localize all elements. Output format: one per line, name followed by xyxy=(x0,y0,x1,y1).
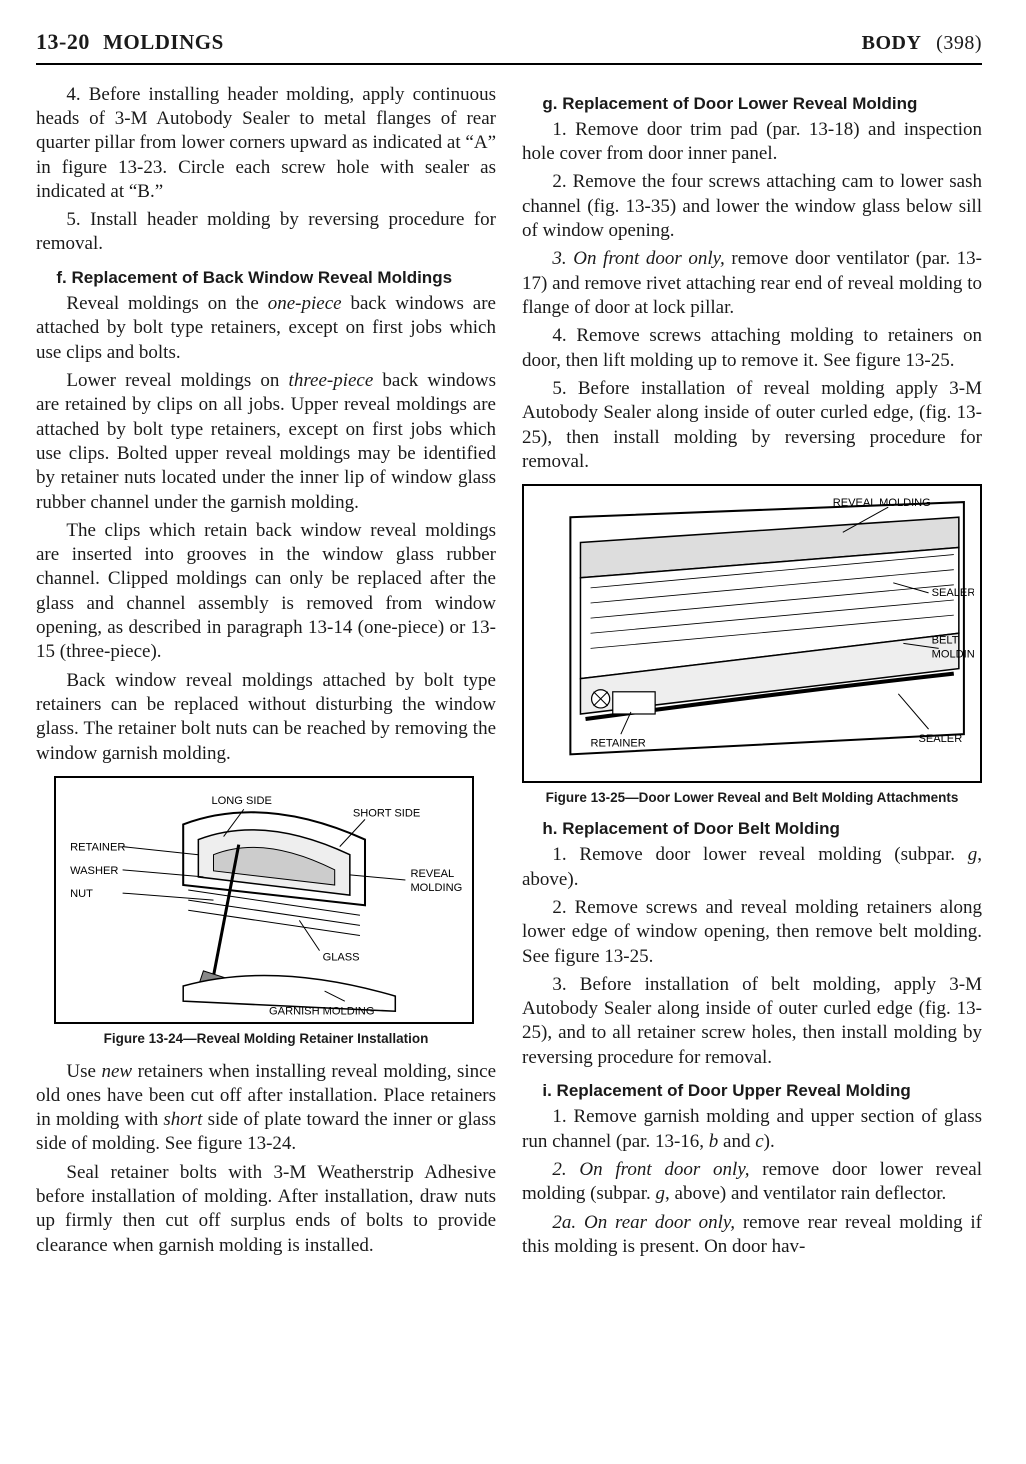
para-f-4: Back window reveal moldings attached by … xyxy=(36,669,496,766)
lbl25-belt1: BELT xyxy=(932,635,959,647)
para-g-2: 2. Remove the four screws attaching cam … xyxy=(522,170,982,243)
section-title: MOLDINGS xyxy=(103,30,224,54)
para-g-1: 1. Remove door trim pad (par. 13-18) and… xyxy=(522,118,982,167)
para-g-5: 5. Before installation of reveal molding… xyxy=(522,377,982,474)
fig25-caption: Figure 13-25—Door Lower Reveal and Belt … xyxy=(522,789,982,806)
chapter-label: BODY xyxy=(862,32,921,54)
para-f-5: Use new retainers when installing reveal… xyxy=(36,1060,496,1157)
lbl-retainer: RETAINER xyxy=(70,842,125,854)
heading-g: g. Replacement of Door Lower Reveal Mold… xyxy=(542,93,982,114)
para-i-1: 1. Remove garnish molding and upper sect… xyxy=(522,1105,982,1154)
lbl-molding: MOLDING xyxy=(410,882,462,894)
para-4: 4. Before installing header molding, app… xyxy=(36,83,496,205)
lbl25-sealer-bot: SEALER xyxy=(918,733,962,745)
lbl-nut: NUT xyxy=(70,888,93,900)
para-h-1: 1. Remove door lower reveal molding (sub… xyxy=(522,843,982,892)
para-5: 5. Install header molding by reversing p… xyxy=(36,208,496,257)
section-number: 13-20 xyxy=(36,29,90,54)
para-i-2: 2. On front door only, remove door lower… xyxy=(522,1158,982,1207)
heading-h: h. Replacement of Door Belt Molding xyxy=(542,818,982,839)
fig24-svg: LONG SIDE SHORT SIDE RETAINER WASHER NUT… xyxy=(62,784,466,1016)
column-right: g. Replacement of Door Lower Reveal Mold… xyxy=(522,83,982,1264)
figure-13-25: REVEAL MOLDING SEALER BELT MOLDING RETAI… xyxy=(522,484,982,783)
lbl-long-side: LONG SIDE xyxy=(211,795,271,807)
lbl-washer: WASHER xyxy=(70,865,118,877)
para-h-2: 2. Remove screws and reveal molding reta… xyxy=(522,896,982,969)
lbl25-sealer-top: SEALER xyxy=(932,587,974,599)
lbl-garnish: GARNISH MOLDING xyxy=(269,1005,374,1016)
para-f-2: Lower reveal moldings on three-piece bac… xyxy=(36,369,496,515)
lbl25-retainer: RETAINER xyxy=(591,737,646,749)
para-i-2a: 2a. On rear door only, remove rear revea… xyxy=(522,1211,982,1260)
lbl-short-side: SHORT SIDE xyxy=(353,807,420,819)
figure-13-24: LONG SIDE SHORT SIDE RETAINER WASHER NUT… xyxy=(54,776,474,1024)
para-f-6: Seal retainer bolts with 3-M Weatherstri… xyxy=(36,1161,496,1258)
fig24-caption: Figure 13-24—Reveal Molding Retainer Ins… xyxy=(36,1030,496,1047)
lbl25-belt2: MOLDING xyxy=(932,649,974,661)
para-f-1: Reveal moldings on the one-piece back wi… xyxy=(36,292,496,365)
header-right: BODY (398) xyxy=(862,31,982,57)
para-h-3: 3. Before installation of belt molding, … xyxy=(522,973,982,1070)
header-left: 13-20 MOLDINGS xyxy=(36,28,224,56)
content-columns: 4. Before installing header molding, app… xyxy=(36,83,982,1264)
page-header: 13-20 MOLDINGS BODY (398) xyxy=(36,28,982,65)
page-ref: (398) xyxy=(936,32,982,54)
para-g-4: 4. Remove screws attaching molding to re… xyxy=(522,324,982,373)
heading-f: f. Replacement of Back Window Reveal Mol… xyxy=(56,267,496,288)
lbl-reveal: REVEAL xyxy=(410,868,454,880)
fig25-svg: REVEAL MOLDING SEALER BELT MOLDING RETAI… xyxy=(530,492,974,775)
para-g-3: 3. On front door only, remove door venti… xyxy=(522,247,982,320)
para-f-3: The clips which retain back window revea… xyxy=(36,519,496,665)
heading-i: i. Replacement of Door Upper Reveal Mold… xyxy=(542,1080,982,1101)
column-left: 4. Before installing header molding, app… xyxy=(36,83,496,1264)
lbl-glass: GLASS xyxy=(323,952,360,964)
lbl25-reveal: REVEAL MOLDING xyxy=(833,497,931,509)
